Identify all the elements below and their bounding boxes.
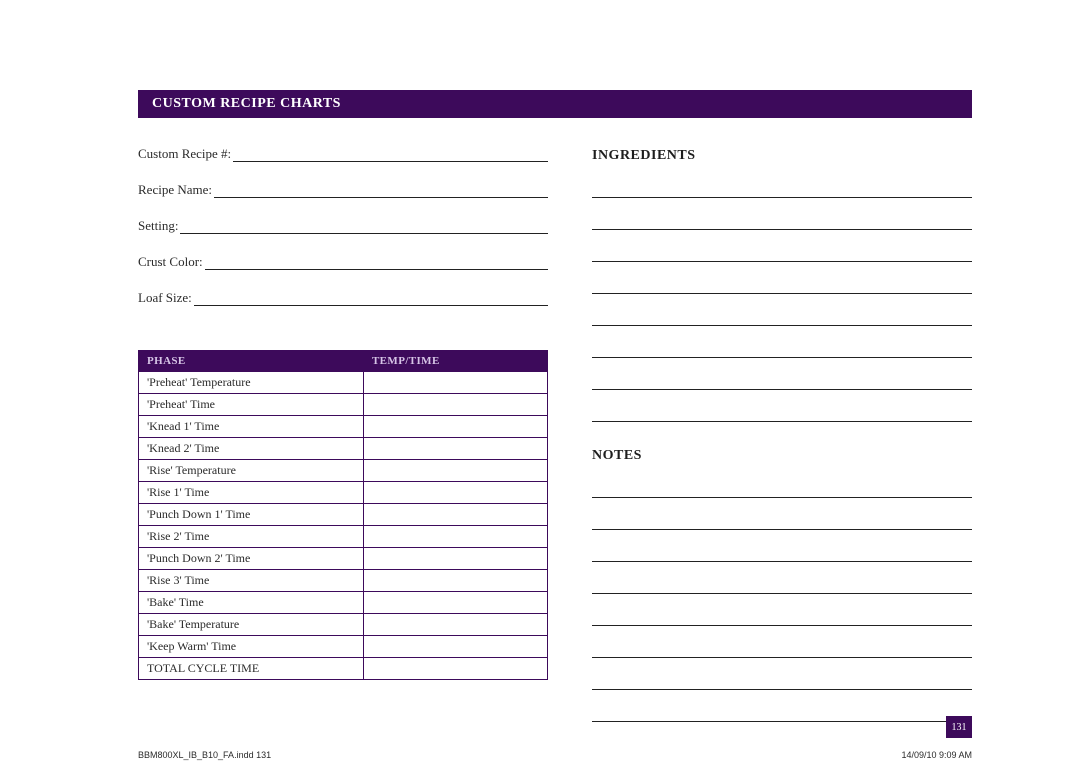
footer: BBM800XL_IB_B10_FA.indd 131 14/09/10 9:0…	[138, 750, 972, 760]
fill-line	[592, 404, 972, 422]
temptime-cell	[363, 658, 547, 680]
fill-line	[592, 276, 972, 294]
table-row: 'Keep Warm' Time	[139, 636, 548, 658]
table-row: 'Rise 1' Time	[139, 482, 548, 504]
phase-cell: 'Punch Down 1' Time	[139, 504, 364, 526]
temptime-cell	[363, 570, 547, 592]
temptime-cell	[363, 438, 547, 460]
fill-line	[592, 640, 972, 658]
phase-cell: 'Rise 1' Time	[139, 482, 364, 504]
ingredients-heading: INGREDIENTS	[592, 148, 972, 164]
phase-cell: 'Punch Down 2' Time	[139, 548, 364, 570]
table-row: 'Preheat' Temperature	[139, 372, 548, 394]
table-header-row: PHASE TEMP/TIME	[139, 351, 548, 372]
field-crust-color: Crust Color:	[138, 254, 548, 270]
temptime-cell	[363, 394, 547, 416]
fill-line	[592, 576, 972, 594]
fill-line	[180, 221, 548, 234]
field-label: Crust Color:	[138, 254, 203, 270]
fill-line	[592, 340, 972, 358]
fill-line	[205, 257, 548, 270]
phase-cell: 'Knead 1' Time	[139, 416, 364, 438]
table-row: 'Punch Down 1' Time	[139, 504, 548, 526]
table-row: 'Bake' Temperature	[139, 614, 548, 636]
field-recipe-number: Custom Recipe #:	[138, 146, 548, 162]
phase-cell: 'Bake' Time	[139, 592, 364, 614]
table-row: 'Bake' Time	[139, 592, 548, 614]
table-row: 'Rise 2' Time	[139, 526, 548, 548]
fill-line	[592, 244, 972, 262]
page-number-badge: 131	[946, 716, 972, 738]
table-row: TOTAL CYCLE TIME	[139, 658, 548, 680]
notes-heading: NOTES	[592, 448, 972, 464]
fill-line	[592, 372, 972, 390]
col-phase: PHASE	[139, 351, 364, 372]
fill-line	[592, 544, 972, 562]
phase-cell: TOTAL CYCLE TIME	[139, 658, 364, 680]
field-recipe-name: Recipe Name:	[138, 182, 548, 198]
temptime-cell	[363, 548, 547, 570]
phase-cell: 'Rise 2' Time	[139, 526, 364, 548]
document-page: CUSTOM RECIPE CHARTS Custom Recipe #: Re…	[0, 0, 1080, 782]
fill-line	[592, 672, 972, 690]
table-row: 'Preheat' Time	[139, 394, 548, 416]
fill-line	[592, 480, 972, 498]
left-column: Custom Recipe #: Recipe Name: Setting: C…	[138, 146, 548, 736]
temptime-cell	[363, 592, 547, 614]
right-column: INGREDIENTS NOTES	[592, 146, 972, 736]
fill-line	[592, 608, 972, 626]
table-row: 'Knead 2' Time	[139, 438, 548, 460]
fill-line	[592, 180, 972, 198]
field-label: Recipe Name:	[138, 182, 212, 198]
fill-line	[592, 308, 972, 326]
fill-line	[592, 704, 972, 722]
fill-line	[592, 512, 972, 530]
fill-line	[233, 149, 548, 162]
table-row: 'Rise 3' Time	[139, 570, 548, 592]
fill-line	[592, 212, 972, 230]
field-loaf-size: Loaf Size:	[138, 290, 548, 306]
notes-lines	[592, 480, 972, 722]
ingredients-lines	[592, 180, 972, 422]
temptime-cell	[363, 526, 547, 548]
field-setting: Setting:	[138, 218, 548, 234]
phase-cell: 'Keep Warm' Time	[139, 636, 364, 658]
phase-cell: 'Rise' Temperature	[139, 460, 364, 482]
field-label: Custom Recipe #:	[138, 146, 231, 162]
field-label: Loaf Size:	[138, 290, 192, 306]
footer-timestamp: 14/09/10 9:09 AM	[901, 750, 972, 760]
temptime-cell	[363, 416, 547, 438]
phase-cell: 'Knead 2' Time	[139, 438, 364, 460]
col-temptime: TEMP/TIME	[363, 351, 547, 372]
two-column-layout: Custom Recipe #: Recipe Name: Setting: C…	[138, 146, 972, 736]
temptime-cell	[363, 460, 547, 482]
temptime-cell	[363, 614, 547, 636]
phase-cell: 'Preheat' Temperature	[139, 372, 364, 394]
footer-filename: BBM800XL_IB_B10_FA.indd 131	[138, 750, 271, 760]
table-row: 'Rise' Temperature	[139, 460, 548, 482]
table-row: 'Knead 1' Time	[139, 416, 548, 438]
field-label: Setting:	[138, 218, 178, 234]
temptime-cell	[363, 636, 547, 658]
temptime-cell	[363, 482, 547, 504]
temptime-cell	[363, 504, 547, 526]
phase-cell: 'Preheat' Time	[139, 394, 364, 416]
temptime-cell	[363, 372, 547, 394]
phase-cell: 'Bake' Temperature	[139, 614, 364, 636]
fill-line	[214, 185, 548, 198]
phase-table: PHASE TEMP/TIME 'Preheat' Temperature'Pr…	[138, 350, 548, 680]
title-banner: CUSTOM RECIPE CHARTS	[138, 90, 972, 118]
fill-line	[194, 293, 548, 306]
phase-cell: 'Rise 3' Time	[139, 570, 364, 592]
table-row: 'Punch Down 2' Time	[139, 548, 548, 570]
